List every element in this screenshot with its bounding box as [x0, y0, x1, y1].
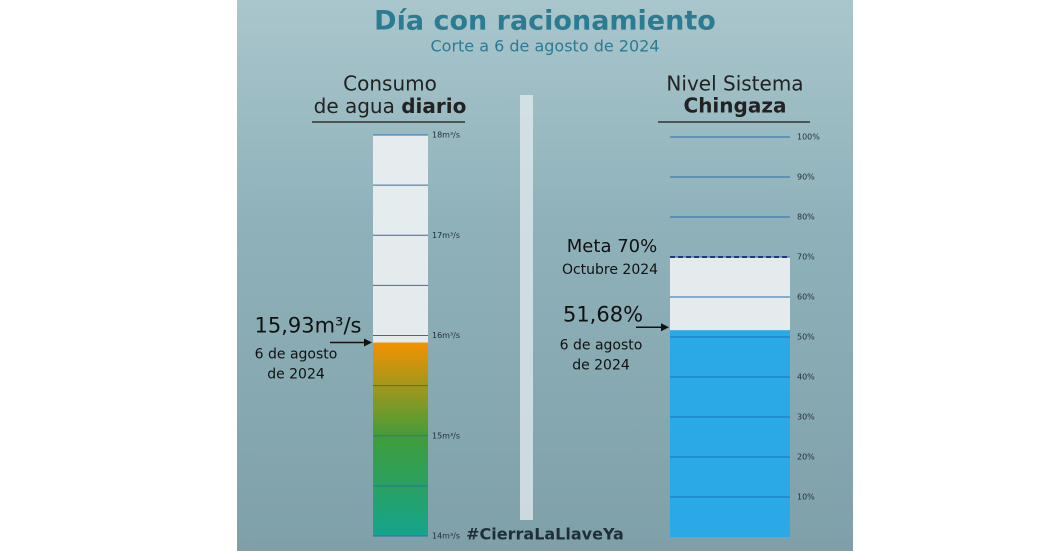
gauge-fill — [373, 342, 428, 536]
value-label: 51,68% — [563, 302, 643, 326]
target-band — [670, 257, 790, 331]
gauge-title: Nivel Sistema — [666, 72, 803, 96]
date-label: 6 de agosto — [560, 337, 643, 353]
date-label: de 2024 — [267, 367, 325, 383]
tick-label: 80% — [797, 213, 815, 222]
divider — [520, 95, 533, 520]
gauge-title-bold: Chingaza — [684, 94, 787, 118]
tick-label: 18m³/s — [432, 131, 460, 140]
level-fill — [670, 330, 790, 537]
tick-label: 40% — [797, 373, 815, 382]
hashtag: #CierraLaLlaveYa — [466, 525, 624, 544]
tick-label: 15m³/s — [432, 431, 460, 440]
tick-label: 50% — [797, 333, 815, 342]
arrow-head — [364, 338, 372, 347]
target-label: Meta 70% — [567, 236, 657, 257]
tick-label: 20% — [797, 453, 815, 462]
tick-label: 90% — [797, 173, 815, 182]
subtitle: Corte a 6 de agosto de 2024 — [430, 37, 659, 56]
tick-label: 16m³/s — [432, 331, 460, 340]
tick-label: 30% — [797, 413, 815, 422]
tick-label: 17m³/s — [432, 231, 460, 240]
gauge-title: de agua diario — [314, 94, 467, 118]
title: Día con racionamiento — [374, 6, 716, 37]
tick-label: 14m³/s — [432, 532, 460, 541]
tick-label: 70% — [797, 253, 815, 262]
tick-label: 60% — [797, 293, 815, 302]
target-sublabel: Octubre 2024 — [562, 262, 658, 278]
tick-label: 100% — [797, 133, 820, 142]
date-label: de 2024 — [572, 357, 630, 373]
gauge-title-part: de agua — [314, 94, 395, 118]
gauge-title-bold: diario — [401, 94, 466, 118]
gauge-title: Consumo — [343, 72, 437, 96]
value-label: 15,93m³/s — [254, 314, 361, 338]
tick-label: 10% — [797, 493, 815, 502]
arrow-head — [661, 323, 669, 332]
date-label: 6 de agosto — [255, 347, 338, 363]
